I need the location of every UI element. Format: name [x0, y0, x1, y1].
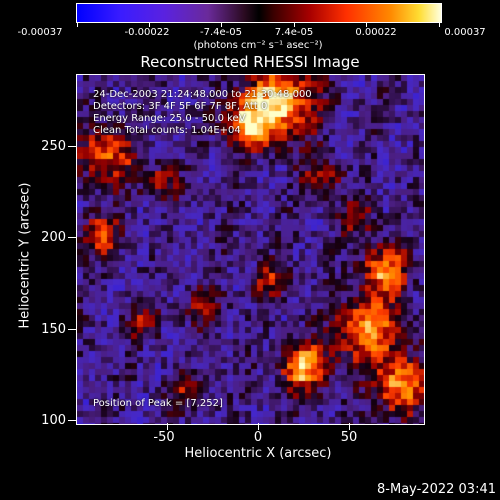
y-tick-label: 250	[41, 139, 66, 154]
y-tick-label: 100	[41, 413, 66, 428]
y-tick	[68, 237, 76, 238]
heatmap-image	[77, 75, 424, 424]
x-tick	[167, 423, 168, 430]
y-tick	[68, 329, 76, 330]
detectors-annotation: Detectors: 3F 4F 5F 6F 7F 8F, Att 0	[93, 101, 268, 112]
x-tick-label: 0	[253, 430, 263, 445]
x-tick-label: -50	[153, 430, 175, 445]
clean-annotation: Clean Total counts: 1.04E+04	[93, 125, 241, 136]
colorbar	[76, 3, 442, 23]
peak-annotation: Position of Peak = [7,252]	[93, 398, 223, 409]
y-tick-label: 200	[41, 230, 66, 245]
colorbar-tick-label: 7.4e-05	[274, 27, 314, 38]
colorbar-units: (photons cm⁻² s⁻¹ asec⁻²)	[193, 40, 323, 51]
colorbar-tick-label: 0.00037	[444, 27, 486, 38]
time-range-annotation: 24-Dec-2003 21:24:48.000 to 21:30:48.000	[93, 89, 312, 100]
image-plot-area[interactable]: 24-Dec-2003 21:24:48.000 to 21:30:48.000…	[76, 74, 425, 425]
colorbar-tick	[366, 22, 367, 27]
colorbar-tick	[149, 22, 150, 27]
colorbar-tick-label: 0.00022	[355, 27, 397, 38]
y-tick	[68, 146, 76, 147]
colorbar-tick-label: -7.4e-05	[200, 27, 242, 38]
colorbar-tick	[439, 22, 440, 27]
colorbar-tick	[221, 22, 222, 27]
x-axis-title: Heliocentric X (arcsec)	[184, 446, 332, 461]
x-tick	[258, 423, 259, 430]
energy-annotation: Energy Range: 25.0 - 50.0 keV	[93, 113, 246, 124]
y-tick	[68, 420, 76, 421]
x-tick	[349, 423, 350, 430]
plot-title: Reconstructed RHESSI Image	[140, 53, 360, 71]
y-tick-label: 150	[41, 322, 66, 337]
x-tick-label: 50	[340, 430, 358, 445]
date-stamp: 8-May-2022 03:41	[377, 482, 496, 497]
colorbar-tick-label: -0.00022	[124, 27, 170, 38]
y-axis-title: Heliocentric Y (arcsec)	[17, 182, 33, 329]
colorbar-tick	[294, 22, 295, 27]
colorbar-tick	[77, 22, 78, 27]
colorbar-tick-label: -0.00037	[17, 27, 63, 38]
